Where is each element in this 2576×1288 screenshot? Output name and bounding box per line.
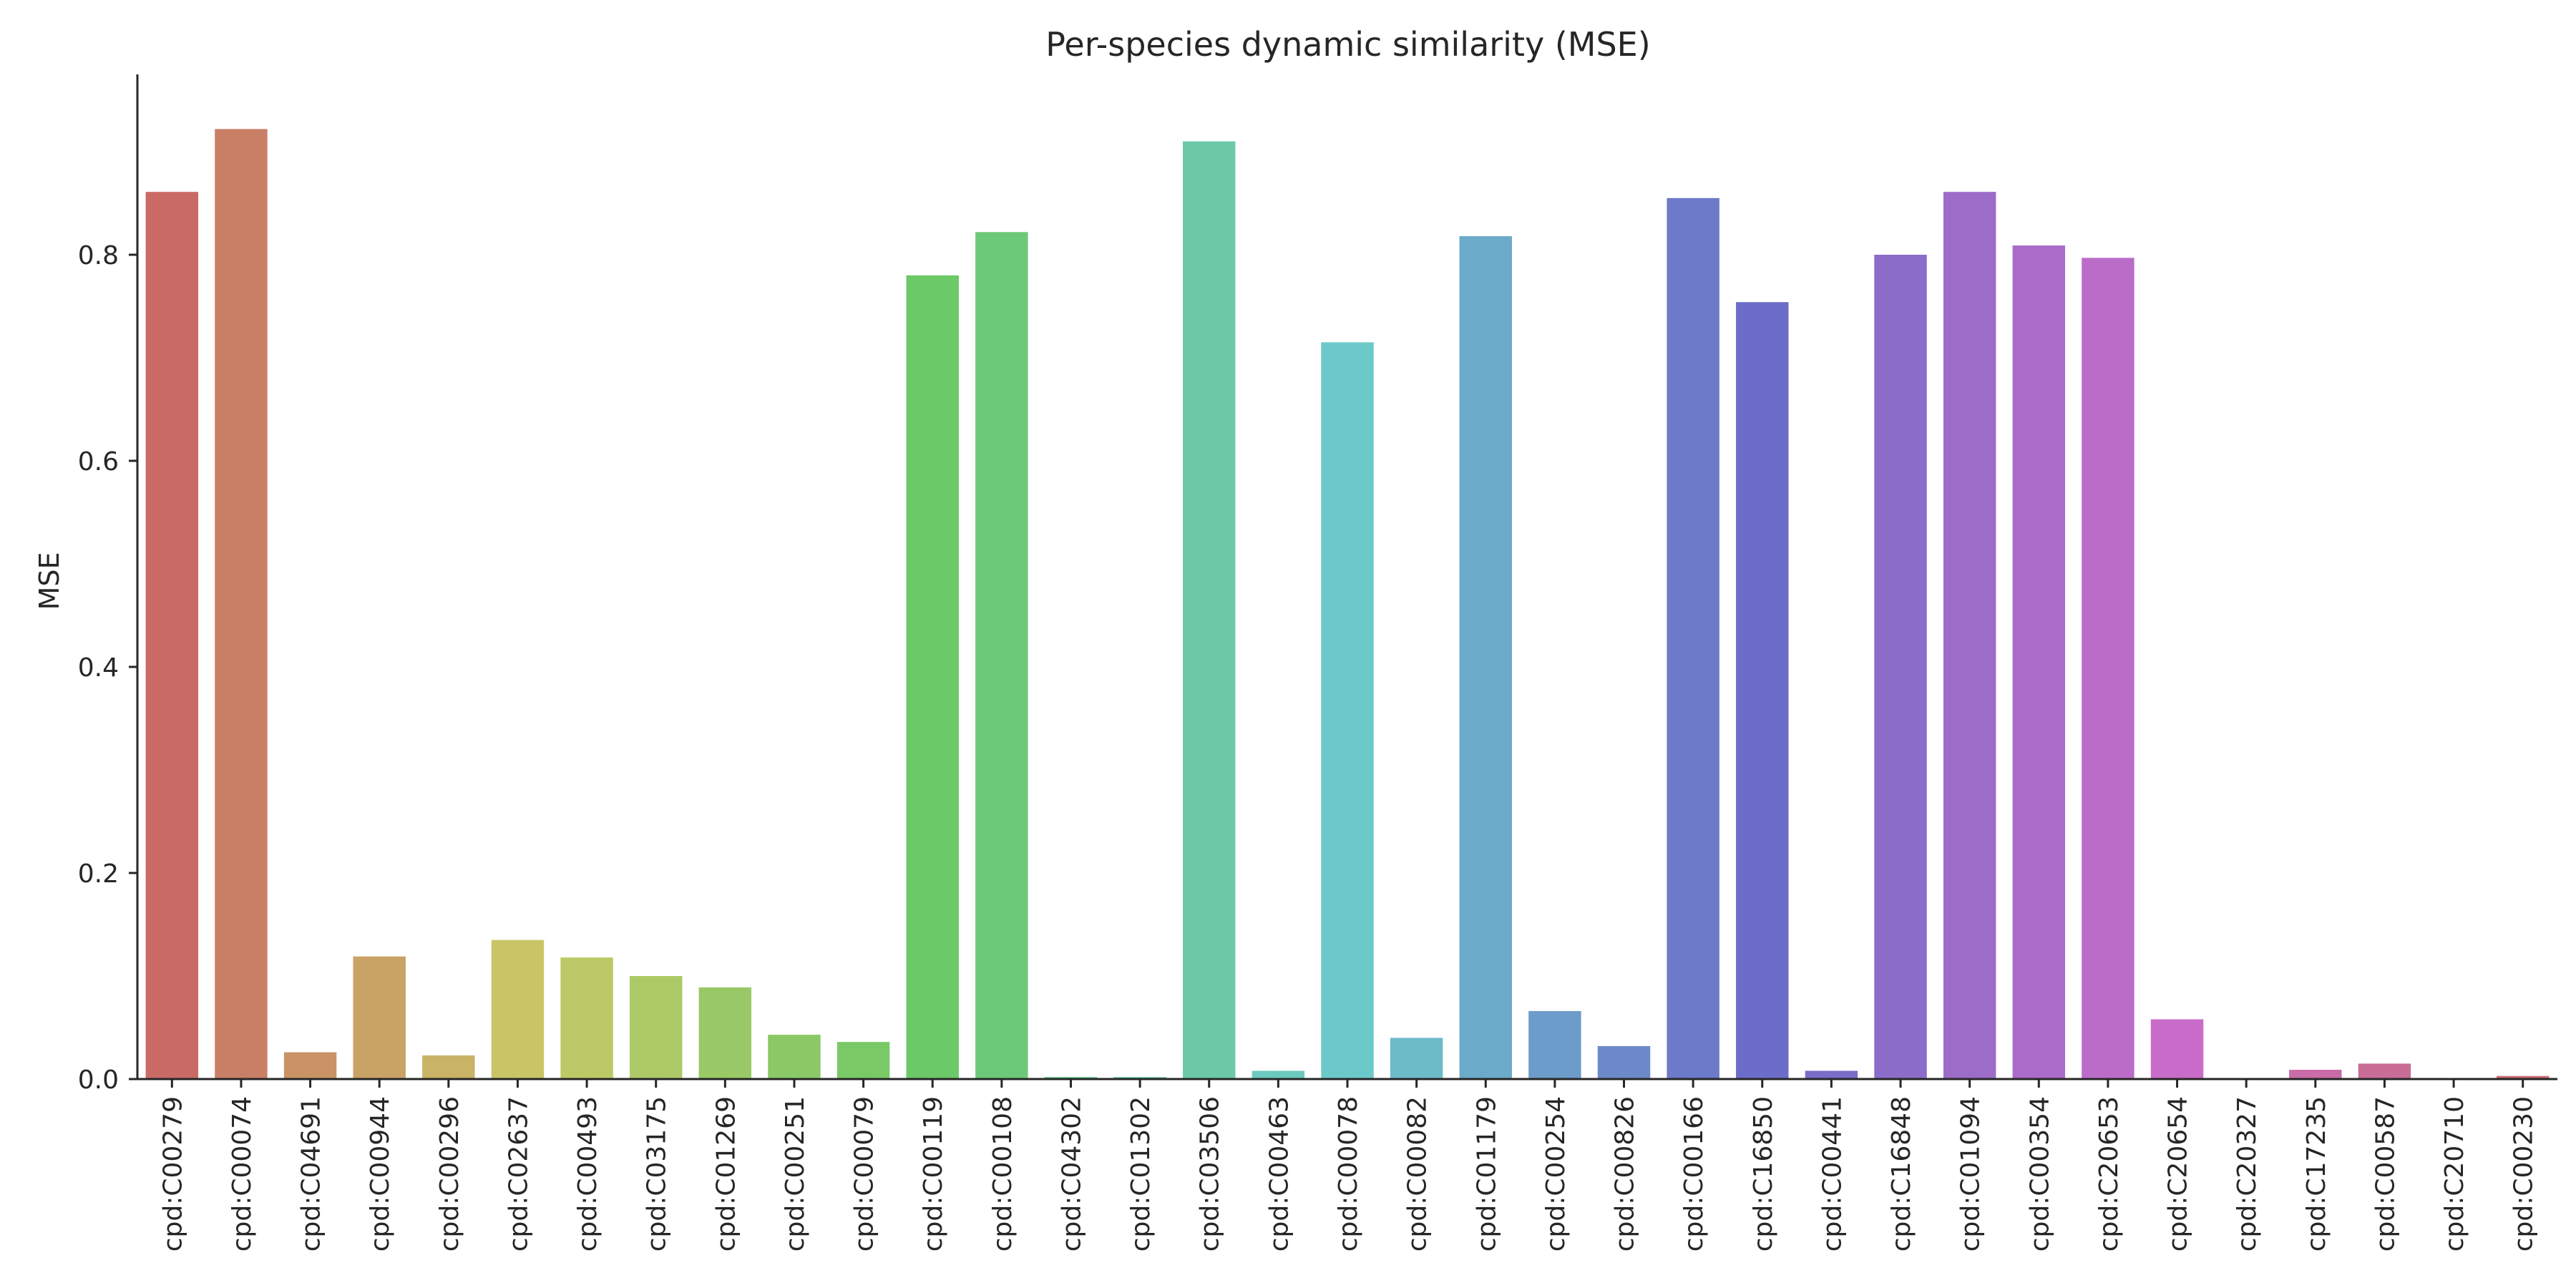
- x-tick-label: cpd:C00944: [366, 1096, 395, 1252]
- bar-cpd-C00441: [1805, 1070, 1858, 1079]
- x-tick-label: cpd:C00463: [1264, 1096, 1294, 1252]
- x-tick-label: cpd:C00279: [158, 1096, 187, 1252]
- bar-cpd-C03175: [629, 976, 683, 1079]
- x-tick-label: cpd:C17235: [2302, 1096, 2331, 1252]
- x-tick-label: cpd:C03506: [1196, 1096, 1225, 1252]
- x-tick-label: cpd:C00230: [2509, 1096, 2539, 1252]
- bar-cpd-C16850: [1736, 302, 1789, 1079]
- bar-cpd-C00587: [2358, 1063, 2411, 1079]
- y-tick-label: 0.4: [78, 653, 119, 683]
- x-tick-label: cpd:C00826: [1611, 1096, 1640, 1252]
- bar-cpd-C01269: [698, 987, 752, 1079]
- bar-cpd-C20654: [2150, 1019, 2204, 1079]
- x-tick-label: cpd:C00166: [1679, 1096, 1709, 1252]
- y-axis-label: MSE: [34, 552, 65, 610]
- bar-cpd-C20653: [2082, 258, 2135, 1079]
- bar-cpd-C00119: [906, 275, 959, 1079]
- bar-cpd-C00082: [1390, 1038, 1443, 1079]
- bar-cpd-C00354: [2012, 245, 2066, 1079]
- bar-cpd-C01094: [1943, 192, 1996, 1079]
- x-tick-label: cpd:C20653: [2094, 1096, 2124, 1252]
- bars-group: [145, 129, 2550, 1080]
- x-tick-label: cpd:C00587: [2371, 1096, 2400, 1252]
- bar-cpd-C17235: [2289, 1070, 2342, 1079]
- bar-cpd-C03506: [1183, 141, 1236, 1080]
- bar-cpd-C02637: [491, 940, 545, 1079]
- x-tick-label: cpd:C00108: [988, 1096, 1018, 1252]
- x-tick-label: cpd:C00082: [1403, 1096, 1433, 1252]
- x-tick-label: cpd:C02637: [504, 1096, 533, 1252]
- bar-cpd-C00078: [1321, 342, 1374, 1079]
- bar-cpd-C01179: [1459, 236, 1512, 1080]
- bar-cpd-C00944: [353, 956, 406, 1079]
- bar-cpd-C00279: [145, 192, 199, 1079]
- x-tick-label: cpd:C16850: [1749, 1096, 1778, 1252]
- x-tick-label: cpd:C00079: [850, 1096, 879, 1252]
- x-tick-label: cpd:C20327: [2233, 1096, 2262, 1252]
- x-tick-label: cpd:C20710: [2440, 1096, 2469, 1252]
- x-tick-label: cpd:C00296: [435, 1096, 464, 1252]
- bar-cpd-C00074: [215, 129, 268, 1079]
- bar-cpd-C00826: [1597, 1045, 1651, 1079]
- x-tick-label: cpd:C01269: [711, 1096, 741, 1252]
- x-tick-label: cpd:C20654: [2164, 1096, 2193, 1252]
- bar-cpd-C16848: [1874, 255, 1927, 1079]
- x-tick-label: cpd:C01179: [1472, 1096, 1501, 1252]
- x-tick-label: cpd:C00119: [919, 1096, 948, 1252]
- x-tick-label: cpd:C16848: [1887, 1096, 1916, 1252]
- chart-title: Per-species dynamic similarity (MSE): [1045, 25, 1650, 64]
- y-ticks-group: 0.0 0.2 0.4 0.6 0.8: [78, 241, 137, 1095]
- x-tick-label: cpd:C00251: [781, 1096, 810, 1252]
- x-tick-label: cpd:C04302: [1057, 1096, 1086, 1252]
- x-tick-label: cpd:C00074: [228, 1096, 257, 1252]
- y-tick-label: 0.2: [78, 859, 119, 889]
- bar-cpd-C04691: [283, 1052, 337, 1079]
- x-ticks-group: cpd:C00279 cpd:C00074 cpd:C04691 cpd:C00944…: [158, 1079, 2539, 1252]
- x-tick-label: cpd:C00493: [573, 1096, 602, 1252]
- bar-cpd-C00230: [2496, 1075, 2550, 1079]
- bar-cpd-C00108: [975, 232, 1028, 1079]
- x-tick-label: cpd:C03175: [643, 1096, 672, 1252]
- bar-cpd-C00079: [836, 1042, 890, 1079]
- y-tick-label: 0.0: [78, 1065, 119, 1095]
- bar-cpd-C00254: [1528, 1010, 1581, 1079]
- y-tick-label: 0.6: [78, 447, 119, 477]
- x-tick-label: cpd:C01094: [1956, 1096, 1986, 1252]
- bar-cpd-C00251: [768, 1035, 821, 1079]
- x-tick-label: cpd:C00354: [2025, 1096, 2054, 1252]
- bar-cpd-C00463: [1252, 1070, 1305, 1079]
- bar-cpd-C00296: [422, 1055, 475, 1079]
- x-tick-label: cpd:C00254: [1541, 1096, 1571, 1252]
- x-tick-label: cpd:C00078: [1334, 1096, 1363, 1252]
- x-tick-label: cpd:C04691: [297, 1096, 326, 1252]
- bar-cpd-C00493: [560, 957, 613, 1079]
- x-tick-label: cpd:C01302: [1126, 1096, 1156, 1252]
- bar-cpd-C00166: [1667, 197, 1719, 1079]
- x-tick-label: cpd:C00441: [1818, 1096, 1847, 1252]
- y-tick-label: 0.8: [78, 241, 119, 270]
